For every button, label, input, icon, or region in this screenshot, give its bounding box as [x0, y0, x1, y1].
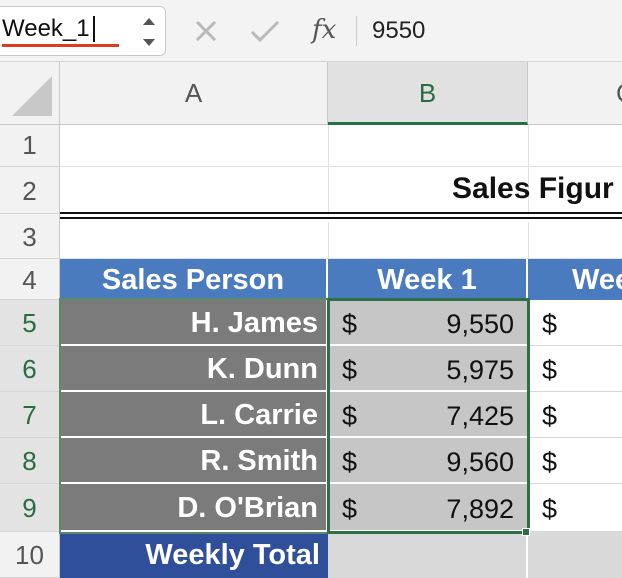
currency-symbol: $	[542, 346, 557, 394]
weekly-total-label[interactable]: Weekly Total	[60, 532, 328, 578]
week-1-cell[interactable]: $ 5,975	[328, 346, 528, 392]
chevron-down-icon	[143, 39, 155, 46]
header-sales-person[interactable]: Sales Person	[60, 259, 328, 300]
row-header-2[interactable]: 2	[0, 167, 60, 214]
sheet-title[interactable]: Sales Figur	[452, 172, 614, 206]
week-1-cell[interactable]: $ 9,560	[328, 438, 528, 484]
row-header-3[interactable]: 3	[0, 214, 60, 259]
title-double-underline-top	[60, 212, 622, 214]
formula-bar: Week_1 fx 9550	[0, 0, 622, 62]
row-header-4[interactable]: 4	[0, 259, 60, 300]
gridline	[328, 125, 329, 214]
sales-value: 7,425	[446, 392, 514, 440]
sales-person-cell[interactable]: H. James	[60, 300, 328, 346]
currency-symbol: $	[342, 438, 357, 486]
name-box[interactable]: Week_1	[0, 6, 166, 56]
formula-actions: fx	[166, 6, 356, 56]
sales-value: 9,560	[446, 438, 514, 486]
text-caret	[93, 16, 95, 42]
week-2-cell[interactable]: $	[528, 438, 622, 484]
sales-person-cell[interactable]: D. O'Brian	[60, 484, 328, 532]
sales-value: 5,975	[446, 346, 514, 394]
sales-person-cell[interactable]: L. Carrie	[60, 392, 328, 438]
header-week-1[interactable]: Week 1	[328, 259, 528, 300]
name-box-input[interactable]: Week_1	[2, 15, 90, 43]
fill-handle[interactable]	[522, 528, 530, 536]
row-header-7[interactable]: 7	[0, 392, 60, 438]
week-1-cell[interactable]: $ 7,892	[328, 484, 528, 532]
column-header-bar: A B C	[0, 62, 622, 125]
week-2-total-cell[interactable]	[528, 532, 622, 578]
sales-value: 9,550	[446, 300, 514, 348]
row-header-1[interactable]: 1	[0, 125, 60, 167]
select-all-button[interactable]	[0, 62, 60, 124]
gridline	[528, 222, 529, 259]
currency-symbol: $	[542, 392, 557, 440]
cancel-icon[interactable]	[194, 19, 218, 43]
row-header-6[interactable]: 6	[0, 346, 60, 392]
insert-function-icon[interactable]: fx	[312, 15, 336, 45]
enter-check-icon[interactable]	[250, 19, 280, 43]
name-box-stepper[interactable]	[142, 13, 156, 51]
week-1-cell[interactable]: $ 9,550	[328, 300, 528, 346]
currency-symbol: $	[342, 392, 357, 440]
spellcheck-underline	[2, 44, 119, 47]
row-header-9[interactable]: 9	[0, 484, 60, 532]
header-week-2[interactable]: Wee	[528, 259, 622, 300]
formula-input[interactable]: 9550	[372, 17, 425, 45]
column-header-b[interactable]: B	[328, 62, 528, 125]
week-2-cell[interactable]: $	[528, 484, 622, 532]
week-2-cell[interactable]: $	[528, 300, 622, 346]
week-1-total-cell[interactable]	[328, 532, 528, 578]
row-header-10[interactable]: 10	[0, 532, 60, 578]
week-2-cell[interactable]: $	[528, 346, 622, 392]
sales-value: 7,892	[446, 484, 514, 534]
formula-separator	[356, 16, 357, 46]
gridline	[60, 166, 622, 167]
column-header-a[interactable]: A	[60, 62, 328, 124]
gridline	[328, 222, 329, 259]
sales-person-cell[interactable]: R. Smith	[60, 438, 328, 484]
title-double-underline-bottom	[60, 217, 622, 219]
row-header-5[interactable]: 5	[0, 300, 60, 346]
currency-symbol: $	[342, 346, 357, 394]
currency-symbol: $	[342, 484, 357, 534]
week-1-cell[interactable]: $ 7,425	[328, 392, 528, 438]
currency-symbol: $	[542, 300, 557, 348]
chevron-up-icon	[143, 18, 155, 25]
currency-symbol: $	[342, 300, 357, 348]
row-header-8[interactable]: 8	[0, 438, 60, 484]
sales-person-cell[interactable]: K. Dunn	[60, 346, 328, 392]
week-2-cell[interactable]: $	[528, 392, 622, 438]
column-header-c[interactable]: C	[528, 62, 622, 124]
currency-symbol: $	[542, 484, 557, 534]
currency-symbol: $	[542, 438, 557, 486]
